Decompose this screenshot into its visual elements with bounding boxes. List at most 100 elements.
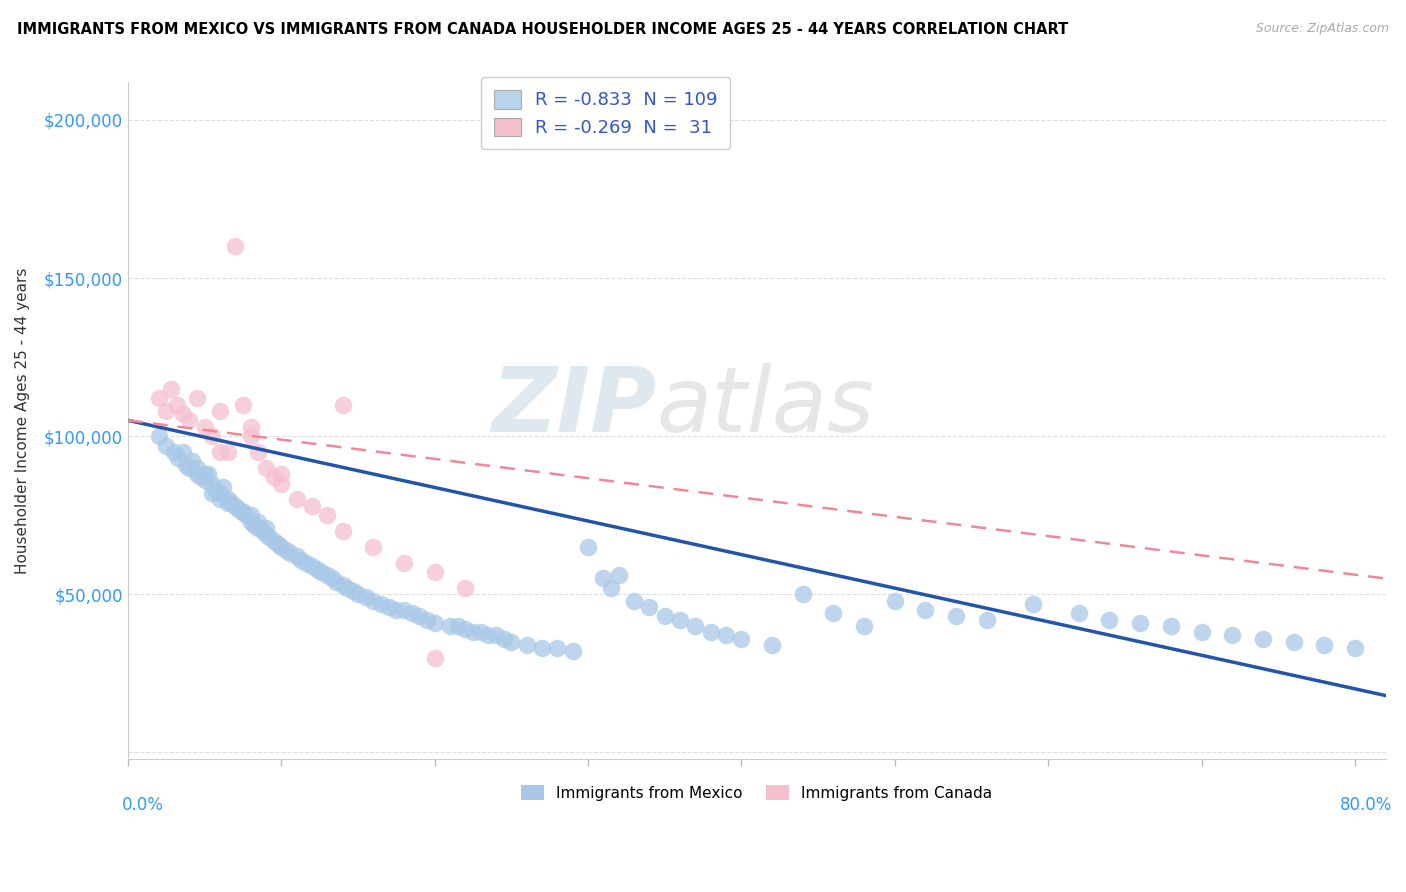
Point: [1022, 597, 1045, 611]
Point: [669, 613, 692, 627]
Point: [208, 445, 231, 459]
Point: [193, 474, 215, 488]
Point: [600, 581, 623, 595]
Point: [274, 543, 297, 558]
Point: [148, 429, 170, 443]
Point: [254, 460, 277, 475]
Point: [235, 508, 257, 523]
Point: [242, 517, 264, 532]
Point: [454, 581, 477, 595]
Point: [823, 607, 845, 621]
Point: [392, 556, 415, 570]
Point: [332, 398, 354, 412]
Point: [392, 603, 415, 617]
Point: [155, 439, 177, 453]
Point: [172, 407, 194, 421]
Point: [270, 476, 292, 491]
Point: [217, 492, 239, 507]
Point: [224, 239, 246, 253]
Point: [416, 613, 439, 627]
Point: [217, 445, 239, 459]
Point: [336, 581, 359, 595]
Point: [561, 644, 583, 658]
Point: [423, 615, 446, 630]
Point: [257, 530, 280, 544]
Point: [423, 650, 446, 665]
Point: [309, 565, 332, 579]
Point: [530, 641, 553, 656]
Point: [239, 419, 262, 434]
Point: [354, 591, 377, 605]
Point: [401, 607, 423, 621]
Point: [280, 546, 302, 560]
Point: [914, 603, 936, 617]
Point: [204, 483, 226, 497]
Point: [193, 467, 215, 482]
Point: [239, 429, 262, 443]
Point: [148, 391, 170, 405]
Point: [181, 454, 204, 468]
Point: [501, 634, 523, 648]
Point: [247, 515, 270, 529]
Point: [699, 625, 721, 640]
Point: [976, 613, 998, 627]
Point: [186, 460, 208, 475]
Point: [285, 549, 308, 564]
Text: atlas: atlas: [657, 363, 875, 450]
Point: [232, 505, 254, 519]
Point: [492, 632, 515, 646]
Point: [316, 508, 339, 523]
Point: [263, 533, 285, 548]
Point: [290, 552, 312, 566]
Point: [208, 492, 231, 507]
Point: [423, 565, 446, 579]
Point: [546, 641, 568, 656]
Point: [607, 568, 630, 582]
Point: [201, 476, 224, 491]
Point: [252, 524, 274, 538]
Point: [247, 445, 270, 459]
Point: [190, 470, 212, 484]
Point: [301, 499, 323, 513]
Point: [270, 467, 292, 482]
Point: [1067, 607, 1090, 621]
Point: [1251, 632, 1274, 646]
Point: [361, 540, 384, 554]
Point: [714, 628, 737, 642]
Point: [163, 445, 186, 459]
Point: [193, 419, 215, 434]
Point: [270, 540, 292, 554]
Point: [761, 638, 783, 652]
Text: 80.0%: 80.0%: [1340, 796, 1392, 814]
Point: [208, 486, 231, 500]
Point: [361, 593, 384, 607]
Y-axis label: Householder Income Ages 25 - 44 years: Householder Income Ages 25 - 44 years: [15, 268, 30, 574]
Point: [332, 578, 354, 592]
Point: [576, 540, 599, 554]
Point: [592, 572, 614, 586]
Point: [638, 599, 661, 614]
Point: [212, 480, 235, 494]
Point: [446, 619, 468, 633]
Point: [347, 587, 370, 601]
Point: [232, 398, 254, 412]
Point: [232, 505, 254, 519]
Point: [1191, 625, 1213, 640]
Point: [174, 458, 197, 472]
Point: [217, 495, 239, 509]
Point: [201, 429, 224, 443]
Point: [179, 413, 201, 427]
Point: [285, 492, 308, 507]
Point: [155, 404, 177, 418]
Point: [1098, 613, 1121, 627]
Legend: Immigrants from Mexico, Immigrants from Canada: Immigrants from Mexico, Immigrants from …: [515, 779, 998, 806]
Point: [654, 609, 676, 624]
Point: [186, 467, 208, 482]
Point: [408, 609, 430, 624]
Point: [301, 558, 323, 573]
Point: [254, 521, 277, 535]
Text: Source: ZipAtlas.com: Source: ZipAtlas.com: [1256, 22, 1389, 36]
Point: [470, 625, 492, 640]
Text: IMMIGRANTS FROM MEXICO VS IMMIGRANTS FROM CANADA HOUSEHOLDER INCOME AGES 25 - 44: IMMIGRANTS FROM MEXICO VS IMMIGRANTS FRO…: [17, 22, 1069, 37]
Point: [454, 622, 477, 636]
